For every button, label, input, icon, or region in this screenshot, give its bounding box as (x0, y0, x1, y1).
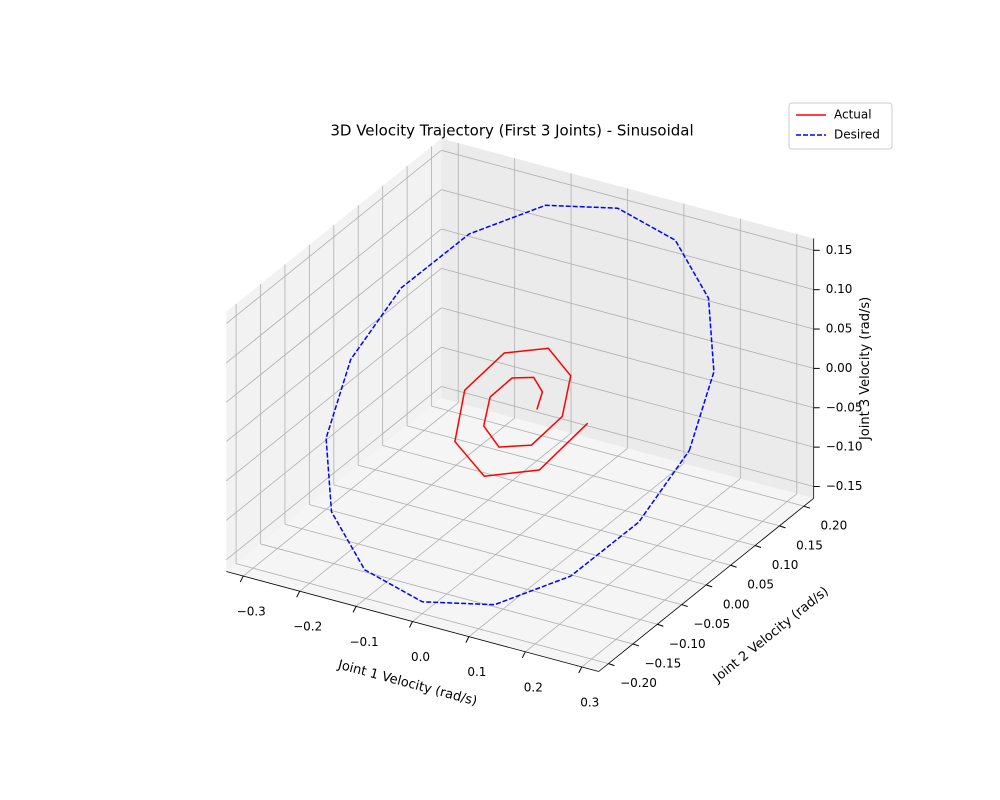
z-axis-label: Joint 3 Velocity (rad/s) (858, 297, 873, 441)
x-tick-label: 0.2 (524, 680, 543, 694)
grid-line (441, 228, 814, 330)
tick-mark (352, 606, 357, 613)
tick-mark (239, 575, 244, 583)
grid (226, 143, 814, 668)
y-tick-label: −0.20 (620, 676, 657, 690)
x-tick-label: −0.1 (350, 635, 379, 649)
tick-mark (657, 623, 664, 627)
grid-line (260, 543, 633, 645)
grid-line (226, 307, 442, 482)
grid-line (226, 346, 442, 521)
grid-line (226, 228, 442, 403)
grid-line (226, 386, 442, 561)
z-tick-label: 0.00 (826, 361, 853, 375)
tick-mark (681, 604, 688, 608)
y-tick-label: −0.10 (669, 637, 706, 651)
y-tick-label: 0.15 (796, 538, 823, 552)
z-tick-label: −0.05 (826, 400, 863, 414)
z-tick-label: 0.10 (826, 282, 853, 296)
x-tick-label: 0.1 (467, 665, 486, 679)
tick-mark (521, 651, 526, 659)
grid-line (441, 346, 814, 448)
grid-line (226, 149, 442, 324)
tick-mark (296, 590, 301, 598)
y-tick-label: −0.15 (645, 656, 682, 670)
series-line (325, 204, 715, 606)
grid-line (441, 149, 814, 251)
grid-line (235, 563, 609, 665)
z-tick-label: −0.15 (826, 479, 863, 493)
grid-line (333, 484, 707, 586)
tick-mark (706, 584, 713, 588)
grid-line (441, 189, 814, 291)
z-tick-label: 0.05 (826, 322, 853, 336)
y-tick-label: 0.10 (772, 558, 799, 572)
grid-line (441, 307, 814, 409)
tick-mark (779, 525, 786, 529)
tick-mark (803, 505, 811, 509)
tick-mark (730, 564, 737, 568)
grid-line (358, 464, 731, 566)
tick-mark (409, 621, 413, 628)
tick-mark (754, 545, 762, 549)
grid-line (431, 405, 805, 507)
legend-label: Actual (834, 108, 872, 122)
tick-mark (465, 636, 470, 643)
panes (226, 138, 814, 672)
grid-line (226, 189, 442, 364)
grid-line (382, 445, 756, 546)
tick-mark (578, 666, 583, 674)
x-tick-label: 0.3 (580, 695, 599, 709)
legend-label: Desired (834, 128, 880, 142)
y-tick-label: 0.05 (747, 578, 774, 592)
chart-title: 3D Velocity Trajectory (First 3 Joints) … (330, 122, 693, 140)
x-tick-label: −0.3 (237, 605, 266, 619)
grid-line (407, 425, 780, 527)
grid-line (441, 268, 814, 369)
y-tick-label: 0.00 (723, 597, 750, 611)
y-tick-label: 0.20 (821, 519, 848, 533)
grid-line (284, 523, 658, 625)
z-tick-label: −0.10 (826, 440, 863, 454)
y-axis-line (598, 497, 814, 672)
y-tick-label: −0.05 (693, 617, 730, 631)
x-tick-label: −0.2 (293, 620, 322, 634)
z-tick-label: 0.15 (826, 243, 853, 257)
x-axis-line (226, 571, 599, 672)
tick-mark (632, 643, 640, 647)
series-line (454, 347, 589, 477)
x-tick-label: 0.0 (411, 650, 430, 664)
x-axis-label: Joint 1 Velocity (rad/s) (335, 657, 478, 709)
lines (325, 204, 715, 606)
grid-line (226, 268, 442, 442)
tick-mark (608, 663, 615, 667)
legend: Actual Desired (796, 108, 880, 142)
grid-line (309, 504, 682, 605)
grid-line (441, 386, 814, 487)
